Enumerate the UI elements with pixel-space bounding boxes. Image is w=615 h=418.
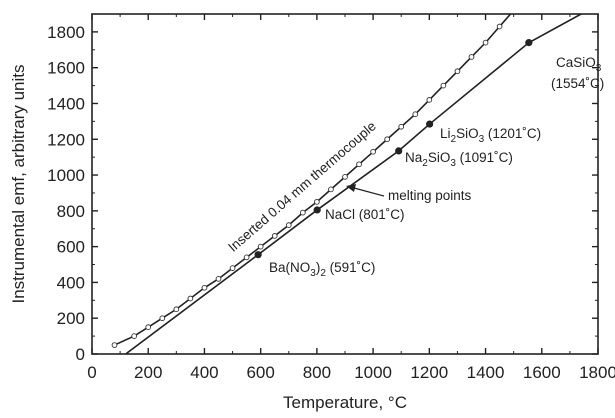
- annotation-text: Na: [405, 150, 423, 165]
- subscript: 2: [422, 158, 428, 169]
- annotation-casio3-temp: (1554˚C): [551, 76, 604, 91]
- annotation-text: (1554˚C): [551, 76, 604, 91]
- annotation-casio3: CaSiO3: [556, 55, 602, 74]
- arrow-shaft: [353, 187, 385, 197]
- y-tick-label: 1000: [47, 166, 85, 185]
- x-tick-label: 1600: [523, 363, 561, 382]
- melting-points-line: [125, 14, 582, 354]
- thermocouple-point: [229, 265, 236, 271]
- melting-point: [426, 120, 434, 128]
- arrow-head: [346, 184, 356, 192]
- melting-point: [395, 147, 403, 155]
- y-tick-label: 800: [57, 202, 85, 221]
- thermocouple-point: [328, 186, 334, 193]
- subscript: 2: [451, 134, 457, 145]
- annotation-text: (1201˚C): [484, 126, 541, 141]
- annotation-ba: Ba(NO3)2 (591˚C): [269, 260, 375, 279]
- thermocouple-point: [257, 243, 264, 250]
- x-tick-label: 400: [190, 363, 218, 382]
- annotation-melting: melting points: [388, 188, 472, 203]
- thermocouple-point: [468, 54, 475, 60]
- thermocouple-point: [398, 123, 405, 130]
- subscript: 2: [320, 268, 326, 279]
- series-points: [111, 23, 533, 348]
- annotation-text: CaSiO: [556, 55, 596, 70]
- annotation-text: Ba(NO: [269, 260, 310, 275]
- x-tick-label: 800: [303, 363, 331, 382]
- x-tick-label: 200: [134, 363, 162, 382]
- subscript: 3: [479, 134, 485, 145]
- thermocouple-point: [314, 199, 320, 205]
- thermocouple-point: [285, 222, 292, 229]
- axes: [91, 13, 599, 355]
- thermocouple-point: [440, 82, 447, 89]
- melting-point: [525, 39, 533, 47]
- annotation-text: Li: [440, 126, 451, 141]
- melting-point: [313, 206, 321, 214]
- thermocouple-point: [370, 148, 376, 155]
- thermocouple-point: [111, 342, 118, 348]
- thermocouple-point: [187, 295, 194, 302]
- y-axis-label: Instrumental emf, arbitrary units: [9, 64, 28, 303]
- x-tick-label: 1800: [579, 363, 615, 382]
- y-tick-label: 1200: [47, 130, 85, 149]
- annotation-text: (591˚C): [326, 260, 376, 275]
- subscript: 3: [596, 63, 602, 74]
- thermocouple-point: [299, 209, 306, 216]
- y-tick-label: 200: [57, 309, 85, 328]
- thermocouple-point: [426, 97, 433, 103]
- y-tick-label: 1800: [47, 23, 85, 42]
- annotation-text: (1091˚C): [456, 150, 513, 165]
- thermocouple-point: [496, 23, 503, 30]
- annotation-na2sio3: Na2SiO3 (1091˚C): [405, 150, 513, 169]
- y-tick-label: 1400: [47, 94, 85, 113]
- y-tick-label: 1600: [47, 59, 85, 78]
- thermocouple-point: [384, 136, 391, 143]
- annotation-text: SiO: [428, 150, 451, 165]
- thermocouple-point: [271, 233, 278, 239]
- thermocouple-point: [145, 324, 152, 331]
- thermocouple-point: [131, 333, 138, 339]
- annotation-li2sio3: Li2SiO3 (1201˚C): [440, 126, 541, 145]
- thermocouple-point: [412, 111, 419, 118]
- thermocouple-point: [243, 254, 250, 261]
- x-tick-label: 1400: [467, 363, 505, 382]
- ticks: 0 200 400 600 800 1000 1200 1400 1600 1800 0 200 400…: [47, 14, 615, 382]
- subscript: 3: [310, 268, 316, 279]
- annotation-text: SiO: [456, 126, 479, 141]
- x-tick-label: 1200: [410, 363, 448, 382]
- annotation-text: melting points: [388, 188, 472, 203]
- annotation-text: NaCl (801˚C): [325, 207, 405, 222]
- annotations: Ba(NO3)2 (591˚C)NaCl (801˚C)Na2SiO3 (109…: [225, 55, 604, 279]
- annotation-nacl: NaCl (801˚C): [325, 207, 405, 222]
- thermocouple-point: [454, 68, 461, 75]
- thermocouple-point: [356, 161, 362, 168]
- thermocouple-point: [201, 284, 208, 291]
- annotation-thermo: Inserted 0.04 mm thermocouple: [225, 118, 379, 254]
- annotation-text: ): [316, 260, 321, 275]
- annotation-text: Inserted 0.04 mm thermocouple: [225, 118, 379, 254]
- y-tick-label: 600: [57, 238, 85, 257]
- y-tick-label: 400: [57, 273, 85, 292]
- x-tick-label: 0: [87, 363, 96, 382]
- x-tick-label: 1000: [354, 363, 392, 382]
- plot-frame: [91, 13, 599, 355]
- thermocouple-point: [215, 275, 222, 282]
- melting-point: [254, 251, 262, 259]
- series-lines: [114, 14, 582, 354]
- x-axis-label: Temperature, °C: [283, 393, 407, 412]
- thermocouple-point: [173, 306, 180, 313]
- thermocouple-point: [482, 39, 489, 46]
- y-tick-label: 0: [76, 345, 85, 364]
- thermocouple-point: [342, 173, 348, 180]
- x-tick-label: 600: [246, 363, 274, 382]
- subscript: 3: [450, 158, 456, 169]
- thermocouple-point: [159, 315, 166, 322]
